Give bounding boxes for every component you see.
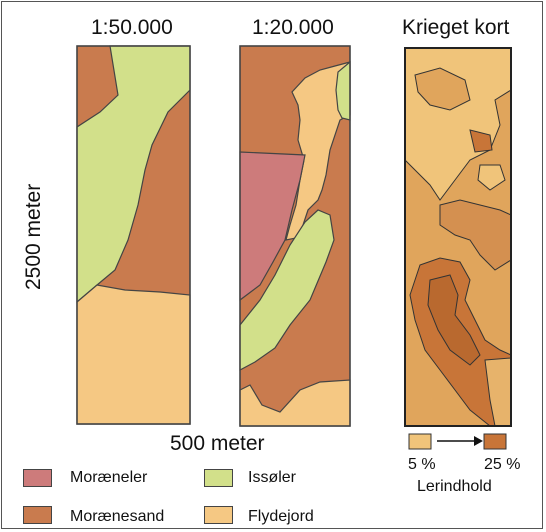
map-2-issoeler-lower xyxy=(239,209,335,371)
map-2-flydejord-upper xyxy=(285,61,351,241)
clay-caption: Lerindhold xyxy=(417,478,492,495)
map-3-mid-right xyxy=(439,199,512,271)
legend-label-moraeneler: Moræneler xyxy=(70,469,148,486)
legend-swatch-moraenesand xyxy=(23,506,52,524)
legend-label-moraenesand: Morænesand xyxy=(70,508,165,525)
clay-arrow-head xyxy=(474,436,483,446)
map-3 xyxy=(404,47,512,427)
map-3-highest-core xyxy=(427,274,481,366)
map-3-mid-top xyxy=(414,67,471,111)
legend-label-flydejord: Flydejord xyxy=(248,508,314,525)
map-3-small-light xyxy=(477,164,506,191)
map-1-title: 1:50.000 xyxy=(91,16,173,39)
legend-swatch-moraeneler xyxy=(23,469,52,487)
legend-swatch-flydejord xyxy=(204,506,233,524)
clay-low-label: 5 % xyxy=(408,456,436,473)
clay-high-label: 25 % xyxy=(484,456,521,473)
width-axis-label: 500 meter xyxy=(170,432,265,455)
map-3-small-patch xyxy=(469,129,493,153)
legend-label-issoeler: Issøler xyxy=(248,469,296,486)
map-2 xyxy=(239,45,351,427)
map-1 xyxy=(76,45,191,425)
clay-low-swatch xyxy=(408,433,432,450)
map-2-moraeneler xyxy=(239,151,306,302)
map-3-title: Krieget kort xyxy=(402,16,510,39)
legend-swatch-issoeler xyxy=(204,469,233,487)
map-1-issoeler xyxy=(76,45,191,304)
map-2-title: 1:20.000 xyxy=(252,16,334,39)
height-axis-label: 2500 meter xyxy=(22,183,45,290)
clay-scale-graphic xyxy=(408,433,507,450)
clay-high-swatch xyxy=(483,433,507,450)
map-1-flydejord xyxy=(76,284,191,425)
